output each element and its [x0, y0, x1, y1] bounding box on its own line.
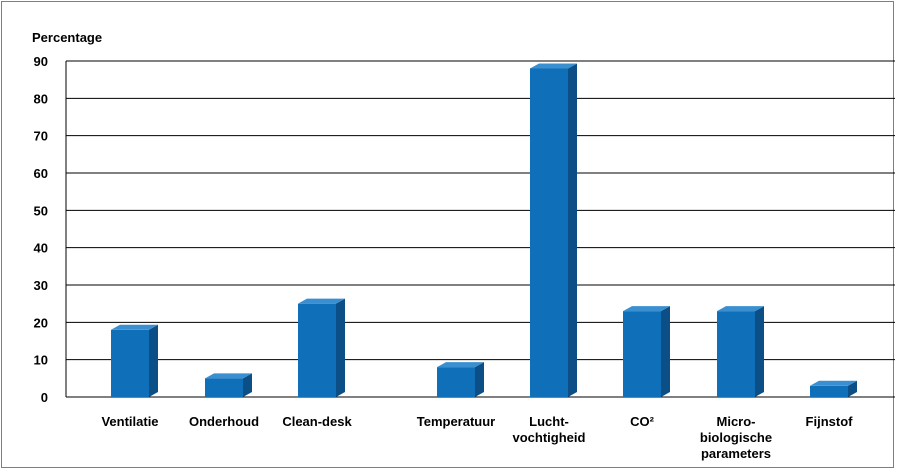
bar-top	[717, 306, 764, 312]
bar-front	[810, 385, 848, 397]
bar-front	[530, 68, 568, 397]
bar	[437, 362, 484, 397]
y-tick-label: 60	[34, 166, 48, 181]
x-tick-label-line: Clean-desk	[282, 414, 352, 429]
bar-side	[848, 380, 857, 397]
y-tick-label: 50	[34, 203, 48, 218]
bar-front	[437, 367, 475, 397]
bar-side	[755, 306, 764, 397]
bar-front	[298, 303, 336, 397]
x-tick-label-line: Lucht-	[529, 414, 569, 429]
bar-top	[437, 362, 484, 368]
x-tick-label-line: Fijnstof	[806, 414, 854, 429]
x-tick-label-line: Ventilatie	[101, 414, 158, 429]
x-tick-label: Micro-biologische parameters	[700, 414, 772, 461]
bar	[623, 306, 670, 397]
bar-front	[717, 311, 755, 397]
bar	[717, 306, 764, 397]
x-tick-label-line: biologische	[700, 430, 772, 445]
bar	[298, 298, 345, 397]
y-tick-label: 10	[34, 353, 48, 368]
x-tick-labels: Ventilatie Onderhoud Clean-desk Temperatuur…	[101, 414, 853, 461]
bar-side	[661, 306, 670, 397]
y-tick-label: 70	[34, 129, 48, 144]
x-tick-label-line: Onderhoud	[189, 414, 259, 429]
y-tick-label: 90	[34, 54, 48, 69]
x-tick-label: CO²	[630, 414, 655, 429]
bar-top	[298, 298, 345, 304]
x-tick-label-line: vochtigheid	[513, 430, 586, 445]
grid-lines	[65, 60, 895, 398]
x-tick-label-line: Micro-	[717, 414, 756, 429]
bar-top	[623, 306, 670, 312]
bar-side	[149, 324, 158, 397]
y-tick-label: 80	[34, 91, 48, 106]
y-tick-labels: 0 10 20 30 40 50 60 70 80 90	[34, 54, 48, 405]
bar	[111, 324, 158, 397]
bar-side	[336, 298, 345, 397]
bar-top	[111, 324, 158, 330]
bar-side	[243, 373, 252, 397]
x-tick-label-line: Temperatuur	[417, 414, 496, 429]
y-tick-label: 0	[41, 390, 48, 405]
bar-top	[530, 63, 577, 69]
bar	[205, 373, 252, 397]
bar-top	[810, 380, 857, 386]
x-tick-label-line: CO²	[630, 414, 655, 429]
bar-top	[205, 373, 252, 379]
x-tick-label: Fijnstof	[806, 414, 854, 429]
bar-front	[623, 311, 661, 397]
x-tick-label: Ventilatie	[101, 414, 158, 429]
y-tick-label: 40	[34, 241, 48, 256]
bar-front	[205, 378, 243, 397]
x-tick-label-line: parameters	[701, 446, 771, 461]
x-tick-label: Temperatuur	[417, 414, 496, 429]
x-tick-label: Clean-desk	[282, 414, 352, 429]
y-tick-label: 20	[34, 315, 48, 330]
bar	[810, 380, 857, 397]
x-tick-label: Onderhoud	[189, 414, 259, 429]
bar-side	[475, 362, 484, 397]
y-axis-label: Percentage	[32, 30, 102, 45]
bar-side	[568, 63, 577, 397]
bars	[111, 63, 857, 397]
bar	[530, 63, 577, 397]
bar-front	[111, 329, 149, 397]
x-tick-label: Lucht-vochtigheid	[513, 414, 586, 445]
y-tick-label: 30	[34, 278, 48, 293]
